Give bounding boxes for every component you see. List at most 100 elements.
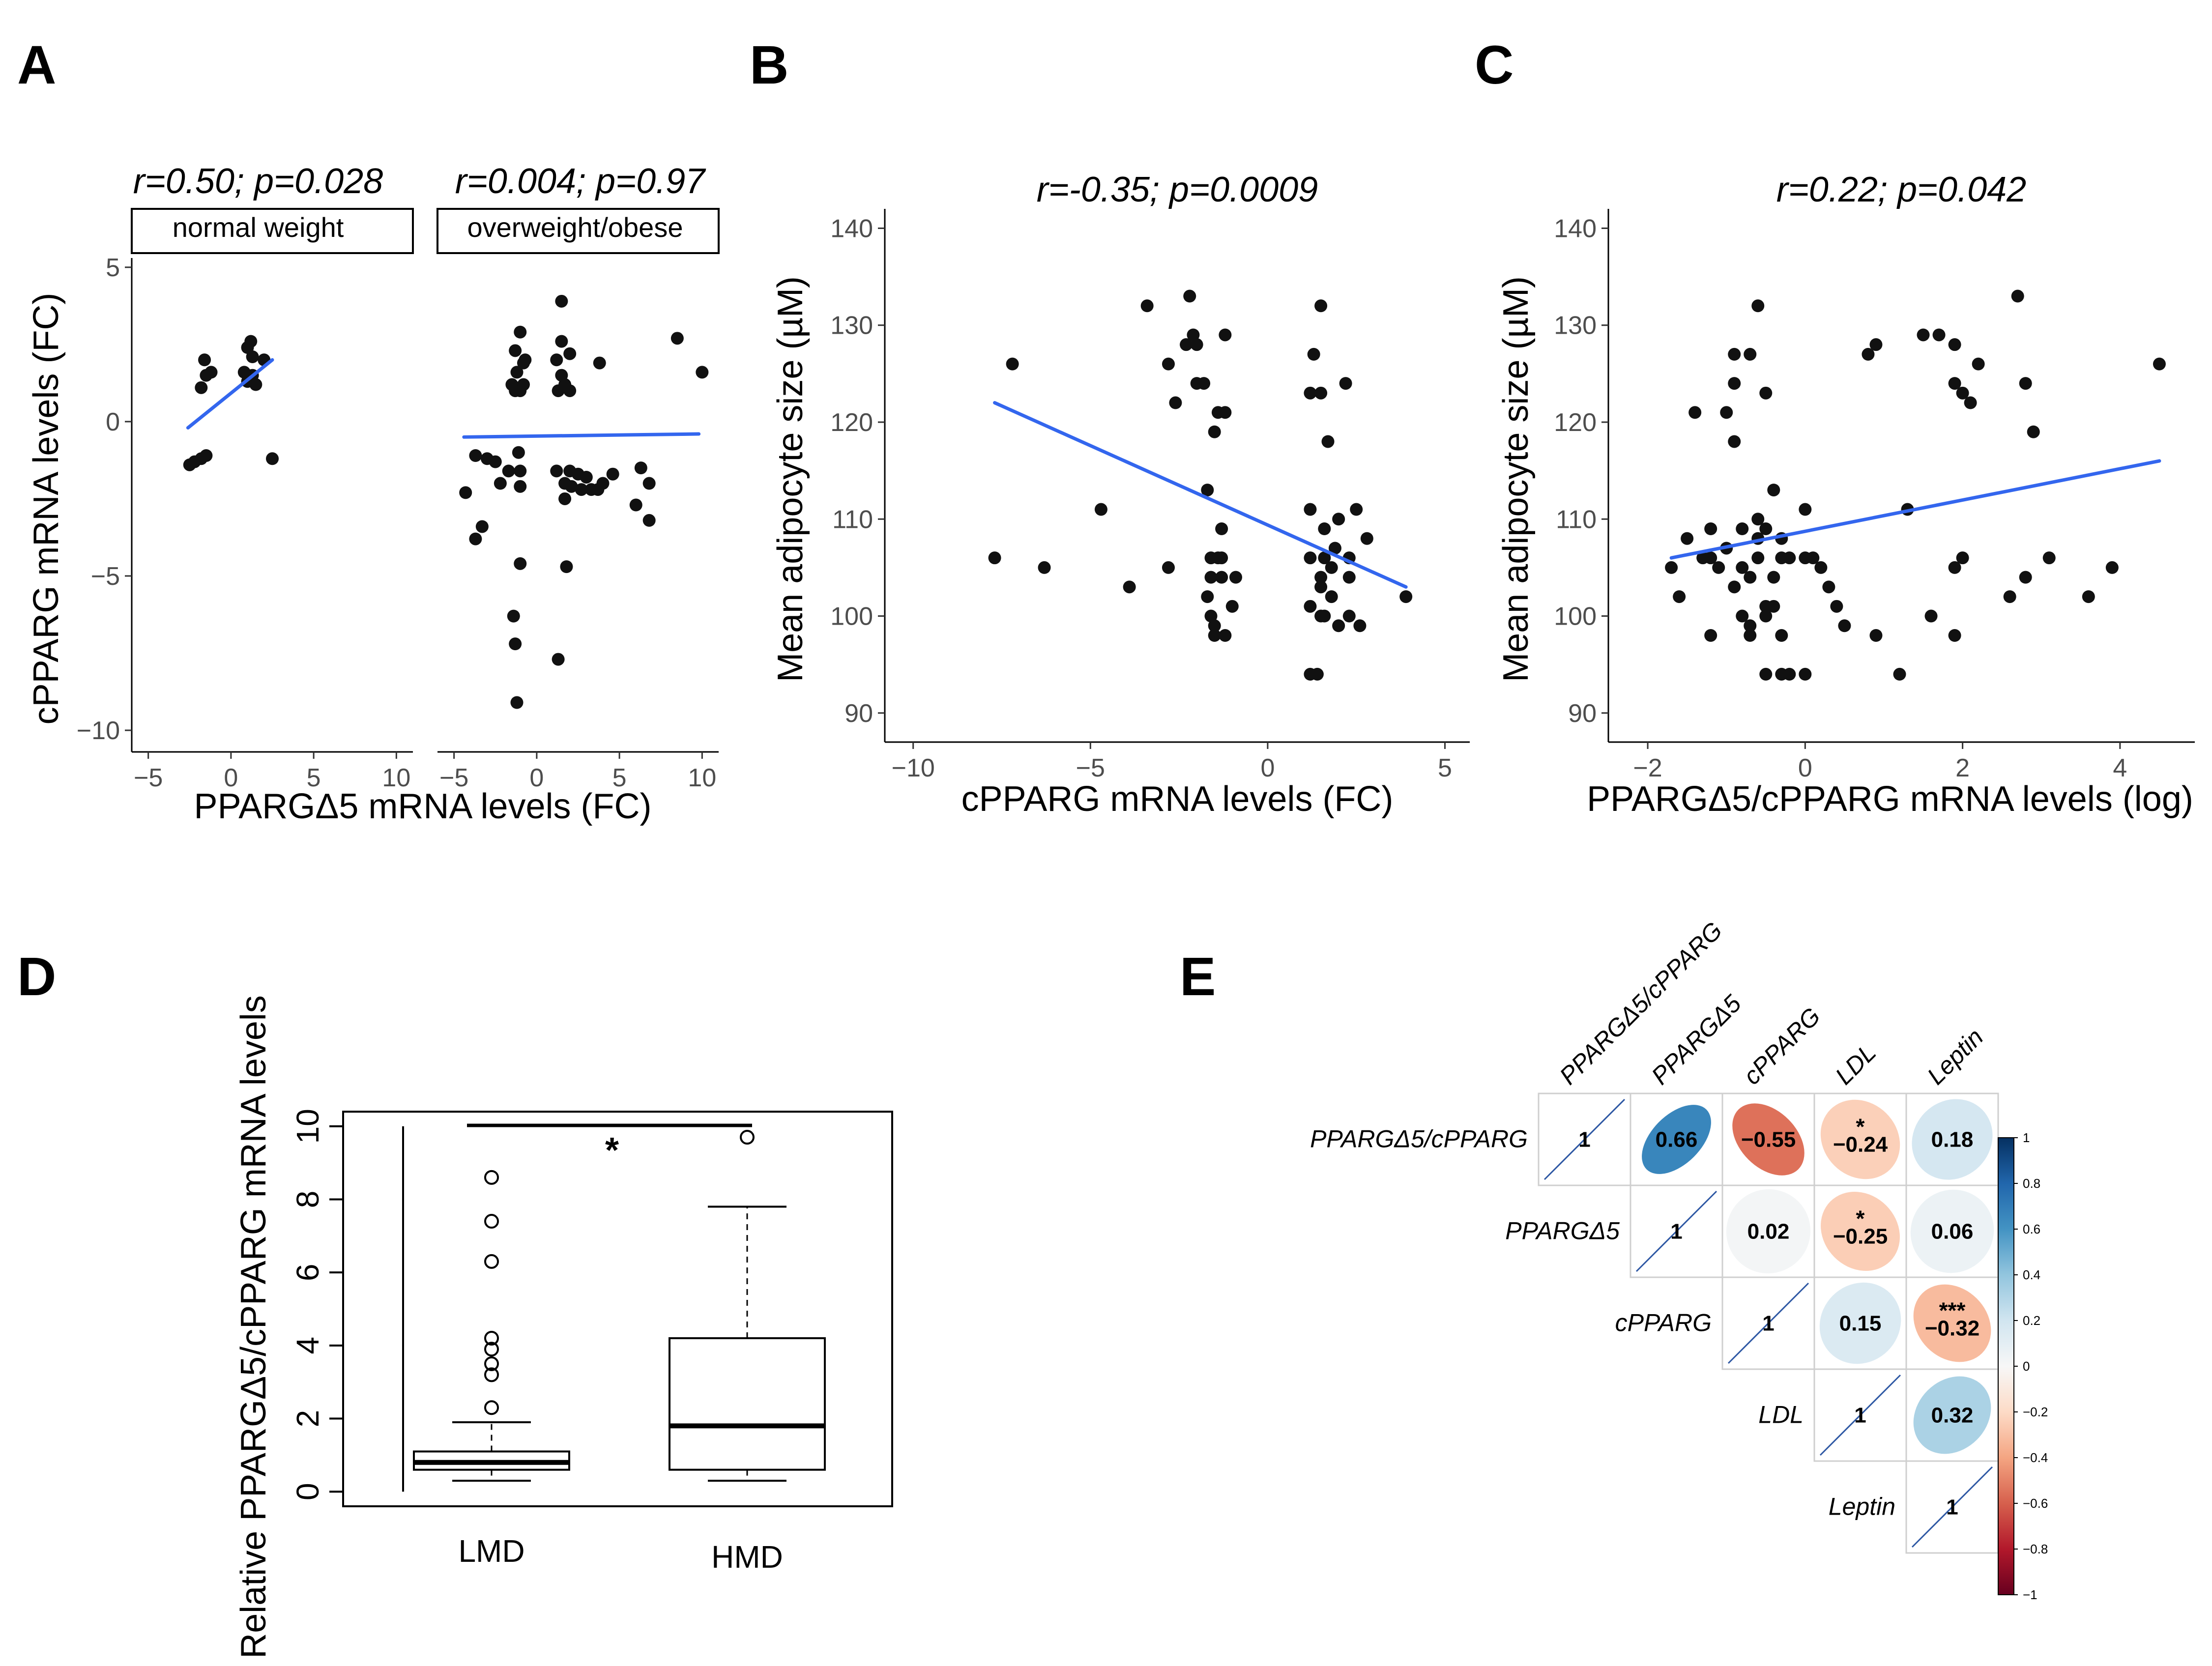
x-tick-label: −5 xyxy=(439,764,468,792)
data-point xyxy=(1736,609,1749,623)
data-point xyxy=(510,696,524,709)
x-tick-label: 5 xyxy=(1438,754,1452,782)
data-point xyxy=(469,532,482,546)
column-label: cPPARG xyxy=(1738,1002,1826,1090)
colorbar-tick-label: 0.8 xyxy=(2023,1176,2040,1191)
x-tick-label: −5 xyxy=(1076,754,1105,782)
data-point xyxy=(1201,590,1214,603)
colorbar-tick-label: 0.2 xyxy=(2023,1313,2040,1328)
diagonal-line xyxy=(1635,1190,1717,1272)
data-point xyxy=(1681,532,1694,545)
data-point xyxy=(1948,377,1961,390)
data-point xyxy=(1399,590,1413,603)
data-point xyxy=(2105,561,2119,574)
column-label: PPARGΔ5 xyxy=(1646,990,1746,1090)
outlier-point xyxy=(484,1254,499,1269)
data-point xyxy=(1304,503,1317,516)
data-point xyxy=(1353,619,1367,632)
data-point xyxy=(244,335,258,348)
x-tick-label: 5 xyxy=(612,764,627,792)
data-point xyxy=(514,557,527,570)
outlier-point xyxy=(484,1356,499,1372)
data-point xyxy=(502,464,515,478)
data-point xyxy=(1814,561,1828,574)
column-label: LDL xyxy=(1830,1038,1881,1090)
data-point xyxy=(1744,347,1757,361)
data-point xyxy=(563,384,577,398)
panel-b-x-axis-title: cPPARG mRNA levels (FC) xyxy=(961,779,1394,819)
data-point xyxy=(1783,667,1796,681)
row-label: PPARGΔ5 xyxy=(1505,1217,1620,1245)
data-point xyxy=(575,483,588,496)
data-point xyxy=(494,477,507,490)
significance-stars: * xyxy=(1856,1114,1865,1140)
panel-a-faceted-scatter: r=0.50; p=0.028 r=0.004; p=0.97 normal w… xyxy=(27,162,720,826)
data-point xyxy=(1704,522,1717,535)
data-point xyxy=(1307,347,1320,361)
data-point xyxy=(1318,522,1331,535)
data-point xyxy=(1948,629,1961,642)
data-point xyxy=(1688,406,1702,419)
data-point xyxy=(1751,513,1765,526)
correlation-value: 0.02 xyxy=(1747,1220,1790,1244)
data-point xyxy=(1673,590,1686,603)
data-point xyxy=(1751,551,1765,565)
y-tick-label: 0 xyxy=(290,1483,325,1500)
colorbar-tick-label: −0.8 xyxy=(2023,1542,2048,1556)
data-point xyxy=(1744,619,1757,632)
panel-c-plot: −2 0 2 4 140 130 120 110 100 90 xyxy=(1554,209,2195,782)
data-point xyxy=(1219,328,1232,342)
y-tick-label: 0 xyxy=(106,408,120,436)
data-point xyxy=(555,294,568,308)
x-tick-label: −5 xyxy=(134,764,163,792)
data-point xyxy=(642,514,656,527)
significance-stars: * xyxy=(1856,1206,1865,1232)
data-point xyxy=(509,344,522,357)
data-point xyxy=(1180,338,1193,351)
data-point xyxy=(1208,629,1221,642)
data-point xyxy=(1304,386,1317,400)
data-point xyxy=(1314,609,1328,623)
data-point xyxy=(1208,619,1221,632)
panel-c-x-axis-title: PPARGΔ5/cPPARG mRNA levels (log) xyxy=(1587,779,2193,819)
data-point xyxy=(1917,328,1930,342)
data-point xyxy=(1767,600,1780,613)
regression-line xyxy=(1669,459,2161,560)
data-point xyxy=(1744,571,1757,584)
outlier-point xyxy=(484,1367,499,1382)
data-point xyxy=(200,449,213,462)
x-tick-label: 0 xyxy=(1260,754,1275,782)
panel-d-y-axis-title: Relative PPARGΔ5/cPPARG mRNA levels xyxy=(234,995,273,1659)
y-tick-label: 100 xyxy=(830,603,873,631)
panel-c-y-axis-title: Mean adipocyte size (µM) xyxy=(1496,276,1536,682)
data-point xyxy=(2019,377,2032,390)
data-point xyxy=(249,378,262,391)
data-point xyxy=(1342,609,1356,623)
data-point xyxy=(475,520,489,533)
y-tick-label: 4 xyxy=(290,1337,325,1354)
data-point xyxy=(634,461,647,475)
data-point xyxy=(1869,338,1883,351)
outlier-point xyxy=(484,1330,499,1346)
facet2-strip-label: overweight/obese xyxy=(467,212,683,243)
data-point xyxy=(606,467,619,481)
row-label: PPARGΔ5/cPPARG xyxy=(1310,1125,1528,1153)
data-point xyxy=(1190,377,1203,390)
correlation-ellipse xyxy=(1732,1103,1805,1176)
data-point xyxy=(1948,338,1961,351)
y-tick-label: 110 xyxy=(1556,505,1597,534)
data-point xyxy=(509,637,522,651)
row-label: Leptin xyxy=(1829,1493,1895,1521)
correlation-value: 0.06 xyxy=(1931,1220,1974,1244)
data-point xyxy=(1759,667,1773,681)
column-label: Leptin xyxy=(1922,1023,1989,1090)
data-point xyxy=(550,353,563,367)
data-point xyxy=(1094,503,1107,516)
correlation-ellipse xyxy=(1642,1105,1711,1174)
y-tick-label: 100 xyxy=(1554,603,1597,631)
correlation-ellipse xyxy=(1910,1189,1994,1273)
data-point xyxy=(195,381,208,394)
panel-d-boxplot: 0 2 4 6 8 10 LMD HMD * Relative PPARGΔ5/cPPARG m… xyxy=(234,995,893,1659)
data-point xyxy=(1187,328,1200,342)
colorbar-tick-label: 0.4 xyxy=(2023,1267,2040,1282)
